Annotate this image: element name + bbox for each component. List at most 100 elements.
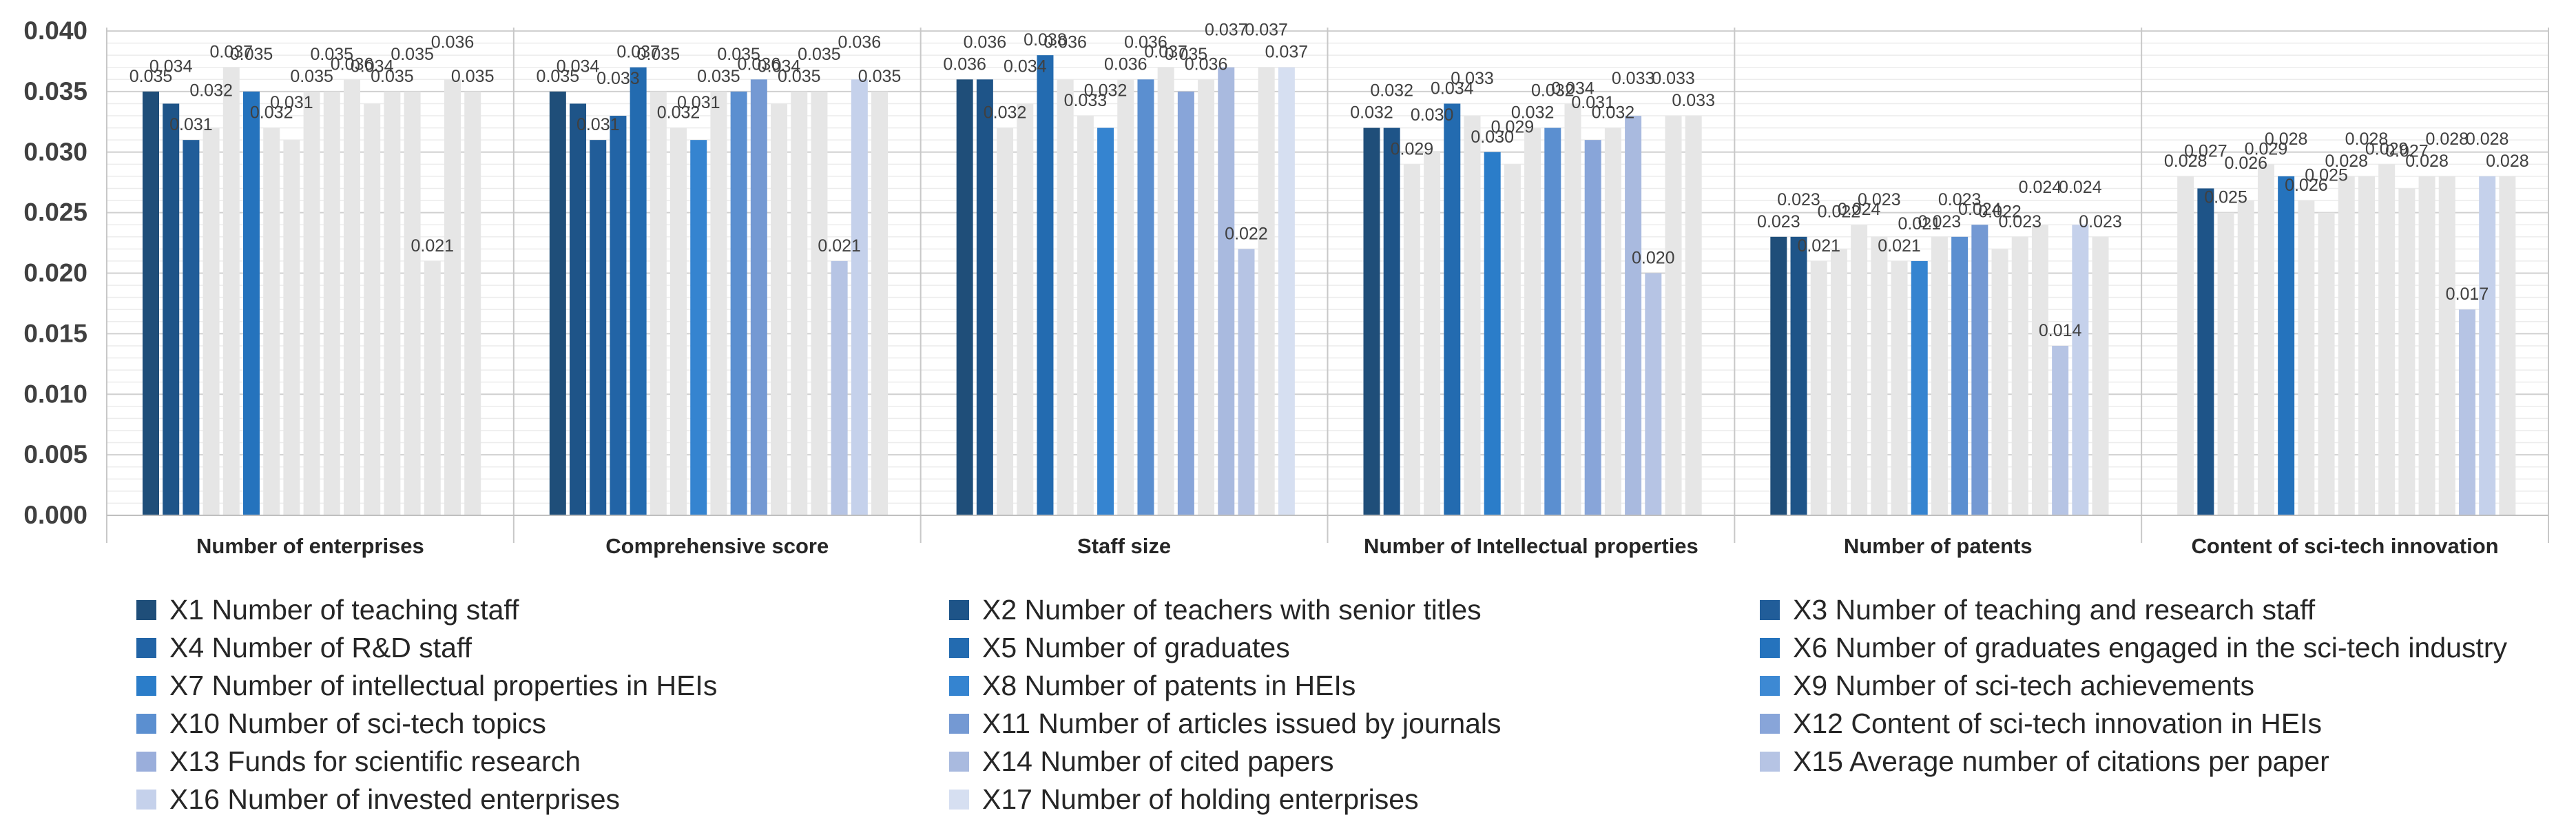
data-label: 0.036 [738, 54, 781, 74]
data-label: 0.037 [1245, 21, 1288, 40]
bar [851, 79, 868, 516]
bar [650, 91, 667, 515]
bar [323, 91, 340, 515]
bar [690, 140, 707, 516]
data-label: 0.027 [2184, 141, 2227, 161]
bar [1544, 127, 1561, 516]
bar [1524, 127, 1541, 516]
data-label: 0.033 [596, 69, 640, 88]
bar [1258, 67, 1275, 516]
data-label: 0.027 [2385, 141, 2429, 161]
y-tick-label: 0.025 [23, 198, 87, 227]
data-label: 0.021 [1878, 236, 1921, 256]
bar [2072, 225, 2089, 515]
bar [2398, 188, 2416, 515]
bar [549, 91, 566, 515]
bar [303, 91, 320, 515]
bar [2011, 236, 2028, 515]
data-label: 0.028 [2425, 130, 2469, 149]
bar [1645, 273, 1662, 515]
bar [364, 103, 381, 515]
data-label: 0.036 [838, 32, 882, 52]
data-label: 0.023 [1938, 190, 1982, 209]
bar [2092, 236, 2109, 515]
bar [1278, 67, 1295, 516]
data-label: 0.028 [2325, 152, 2368, 171]
data-label: 0.035 [717, 45, 760, 64]
legend-label: X16 Number of invested enterprises [169, 783, 620, 815]
data-label: 0.029 [1491, 117, 1535, 136]
x-category-label: Number of enterprises [196, 534, 424, 558]
bar [263, 127, 280, 516]
bar [183, 140, 200, 516]
bar [1218, 67, 1235, 516]
data-label: 0.028 [2265, 130, 2308, 149]
bar [771, 103, 788, 515]
data-label: 0.032 [657, 103, 700, 123]
data-label: 0.034 [1551, 79, 1595, 98]
data-label: 0.036 [331, 54, 374, 74]
y-tick-label: 0.020 [23, 259, 87, 287]
bar [791, 91, 808, 515]
data-label: 0.035 [311, 45, 354, 64]
data-label: 0.031 [270, 93, 313, 112]
data-label: 0.035 [371, 67, 414, 86]
legend-swatch [136, 790, 156, 810]
data-label: 0.035 [451, 67, 495, 86]
data-label: 0.032 [1084, 81, 1128, 101]
data-label: 0.034 [1004, 56, 1047, 76]
bar [1057, 79, 1074, 516]
legend-label: X10 Number of sci-tech topics [169, 708, 546, 739]
data-label: 0.023 [1858, 190, 1901, 209]
data-label: 0.034 [1431, 79, 1474, 98]
bar [1685, 116, 1702, 515]
bar [163, 103, 180, 515]
bar [2177, 176, 2194, 515]
data-label: 0.035 [798, 45, 841, 64]
bar [1830, 249, 1847, 515]
data-label: 0.035 [391, 45, 434, 64]
bar [464, 91, 481, 515]
bar [2358, 176, 2375, 515]
legend-label: X1 Number of teaching staff [169, 594, 519, 626]
data-label: 0.033 [1672, 91, 1715, 110]
data-labels: 0.0350.0340.0310.0320.0370.0350.0320.031… [129, 21, 2529, 340]
data-label: 0.032 [984, 103, 1027, 123]
data-label: 0.028 [2466, 130, 2509, 149]
x-category-label: Number of Intellectual properties [1364, 534, 1699, 558]
bar [2338, 176, 2355, 515]
data-label: 0.021 [1797, 236, 1840, 256]
legend-swatch [1760, 752, 1780, 772]
bar [1891, 260, 1908, 515]
data-label: 0.032 [1511, 103, 1555, 123]
data-label: 0.033 [1451, 69, 1494, 88]
data-label: 0.020 [1632, 249, 1675, 268]
bar [1584, 140, 1601, 516]
bar [1770, 236, 1787, 515]
data-label: 0.028 [2486, 152, 2529, 171]
bar [1363, 127, 1380, 516]
bar [1484, 152, 1501, 515]
data-label: 0.021 [818, 236, 861, 256]
legend-swatch [136, 600, 156, 620]
bar [1911, 260, 1928, 515]
y-tick-label: 0.015 [23, 319, 87, 347]
x-category-label: Number of patents [1844, 534, 2033, 558]
bar [1464, 116, 1481, 515]
bar [1403, 164, 1420, 515]
bar [2197, 188, 2214, 515]
y-tick-label: 0.040 [23, 17, 87, 45]
data-label: 0.032 [189, 81, 233, 101]
data-label: 0.035 [858, 67, 902, 86]
data-label: 0.024 [1838, 200, 1881, 219]
data-label: 0.036 [943, 54, 986, 74]
legend-swatch [949, 790, 969, 810]
bar [570, 103, 587, 515]
bar [384, 91, 401, 515]
x-category-label: Content of sci-tech innovation [2192, 534, 2499, 558]
data-label: 0.024 [1958, 200, 2002, 219]
bar [1971, 225, 1988, 515]
legend-swatch [949, 638, 969, 658]
data-label: 0.021 [1898, 214, 1941, 234]
bar [404, 91, 421, 515]
